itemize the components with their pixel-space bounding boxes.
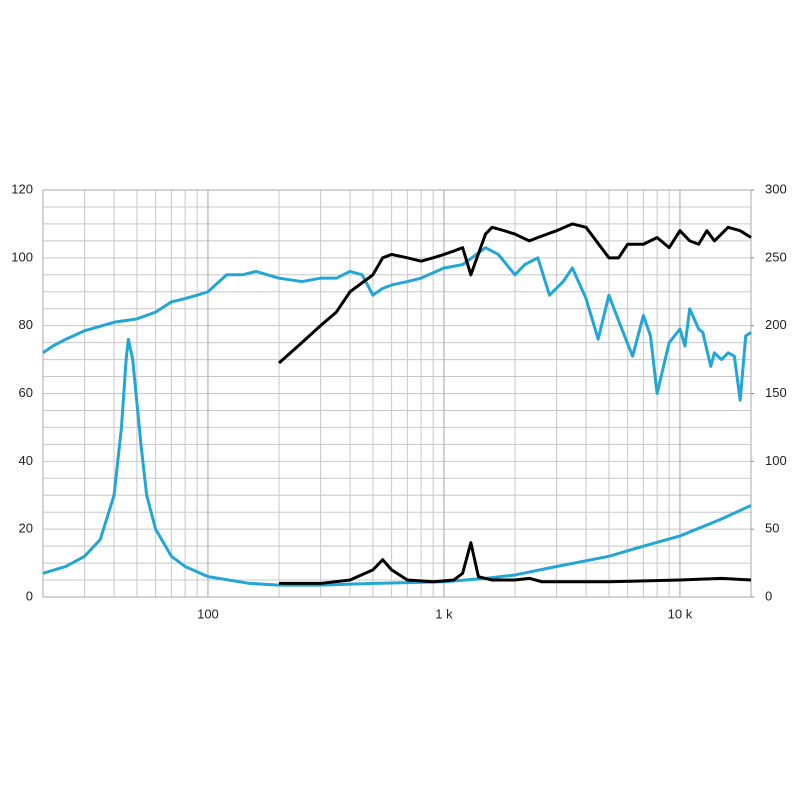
y-tick-label: 120	[11, 181, 33, 196]
x-tick-label: 10 k	[668, 606, 693, 621]
x-tick-label: 100	[197, 606, 219, 621]
y2-tick-label: 150	[765, 385, 787, 400]
y-tick-label: 20	[19, 521, 33, 536]
y2-tick-label: 300	[765, 181, 787, 196]
series-line	[279, 541, 752, 585]
y-tick-label: 80	[19, 317, 33, 332]
series-line	[42, 246, 752, 402]
plot-frame	[42, 189, 752, 598]
y-tick-label: 40	[19, 453, 33, 468]
y-tick-label: 60	[19, 385, 33, 400]
x-tick-label: 1 k	[435, 606, 453, 621]
y2-tick-label: 0	[765, 588, 772, 603]
series-line	[42, 337, 752, 587]
y-tick-label: 100	[11, 249, 33, 264]
y2-tick-label: 250	[765, 249, 787, 264]
y2-tick-label: 50	[765, 521, 779, 536]
series-line	[278, 222, 752, 365]
y2-tick-label: 100	[765, 453, 787, 468]
y-tick-label: 0	[26, 588, 33, 603]
y2-tick-label: 200	[765, 317, 787, 332]
